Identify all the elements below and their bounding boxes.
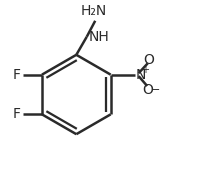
Text: −: − xyxy=(151,85,161,95)
Text: +: + xyxy=(142,66,149,75)
Text: O: O xyxy=(142,83,153,97)
Text: N: N xyxy=(135,68,146,82)
Text: F: F xyxy=(12,107,20,121)
Text: NH: NH xyxy=(88,30,109,44)
Text: O: O xyxy=(143,53,154,67)
Text: H₂N: H₂N xyxy=(80,4,107,18)
Text: F: F xyxy=(12,68,20,82)
